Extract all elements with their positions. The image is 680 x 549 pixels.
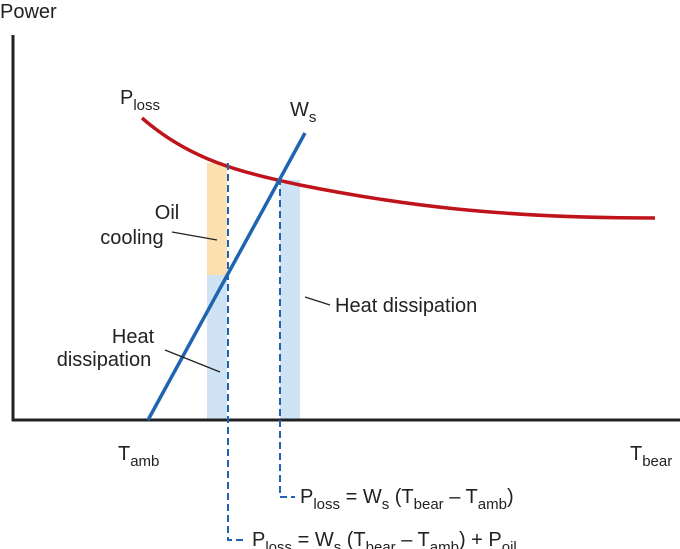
text-part: T (118, 443, 130, 465)
leader (171, 231, 218, 241)
subscript: amb (430, 539, 459, 549)
subscript: oil (502, 539, 517, 549)
subscript: amb (478, 496, 507, 513)
text-part: = W (292, 529, 334, 549)
subscript: s (334, 539, 342, 549)
curve-label: Ws (290, 99, 316, 126)
supply-line (146, 132, 307, 421)
text-part: W (290, 99, 309, 121)
heat-band-right (280, 180, 300, 420)
subscript: amb (130, 453, 159, 470)
subscript: loss (313, 496, 340, 513)
text-part: ) (507, 486, 514, 508)
text-part: – T (396, 529, 430, 549)
text-part: = W (340, 486, 382, 508)
heat-band-left (207, 275, 227, 420)
text-part: P (300, 486, 313, 508)
label: Heat dissipation (335, 295, 477, 317)
leader (164, 349, 221, 373)
label: dissipation (57, 349, 152, 371)
subscript: loss (265, 539, 292, 549)
equation: Ploss = Ws (Tbear – Tamb) (300, 486, 514, 513)
dash-left (227, 163, 245, 541)
text-part: ) + P (459, 529, 502, 549)
subscript: bear (642, 453, 672, 470)
subscript: s (309, 109, 317, 126)
text-part: – T (444, 486, 478, 508)
text-part: T (630, 443, 642, 465)
text-part: (T (341, 529, 365, 549)
label: Oil (155, 202, 179, 224)
subscript: bear (366, 539, 396, 549)
loss-curve (140, 116, 656, 220)
equation: Ploss = Ws (Tbear – Tamb) + Poil (252, 529, 517, 549)
oil-cooling-band (207, 163, 227, 275)
subscript: bear (414, 496, 444, 513)
text-part: (T (389, 486, 413, 508)
curve-label: Ploss (120, 87, 160, 114)
dash-right (279, 178, 295, 498)
subscript: s (382, 496, 390, 513)
x-end: Tbear (630, 443, 672, 470)
leader (304, 296, 331, 306)
label: cooling (100, 227, 163, 249)
subscript: loss (133, 97, 160, 114)
x-start: Tamb (118, 443, 159, 470)
y-label: Power (0, 1, 57, 23)
text-part: P (252, 529, 265, 549)
text-part: P (120, 87, 133, 109)
label: Heat (112, 326, 155, 348)
